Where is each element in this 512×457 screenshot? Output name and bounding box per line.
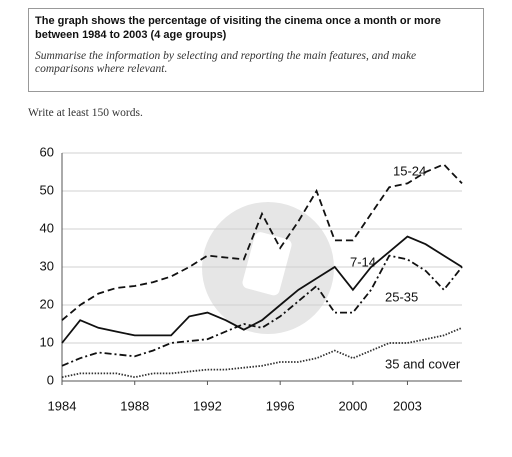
series-line [61,163,463,321]
y-tick-label: 10 [40,334,54,349]
y-tick-label: 50 [40,182,54,197]
prompt-instruction: Summarise the information by selecting a… [35,50,417,75]
y-tick-label: 0 [47,372,54,387]
series-label: 25-35 [385,289,418,304]
x-tick-label: 1992 [193,398,222,413]
x-tick-label: 1984 [48,398,77,413]
series-label: 7-14 [350,254,376,269]
chart: 0 10 20 30 40 50 60 1984 1988 1992 1996 2000 2003 15-… [40,144,463,413]
y-tick-label: 40 [40,220,54,235]
prompt-title: The graph shows the percentage of visiti… [35,15,441,41]
x-tick-label: 2000 [338,398,367,413]
y-tick-label: 30 [40,258,54,273]
y-tick-label: 60 [40,144,54,159]
series-label: 15-24 [393,163,426,178]
word-note: Write at least 150 words. [28,107,143,119]
series-label: 35 and cover [385,356,461,371]
series-line [61,326,463,379]
y-tick-label: 20 [40,296,54,311]
prompt-box: The graph shows the percentage of visiti… [28,8,484,92]
series-line [61,254,463,367]
x-tick-label: 1988 [120,398,149,413]
x-tick-label: 1996 [266,398,295,413]
x-tick-label: 2003 [393,398,422,413]
series-line [61,235,463,344]
